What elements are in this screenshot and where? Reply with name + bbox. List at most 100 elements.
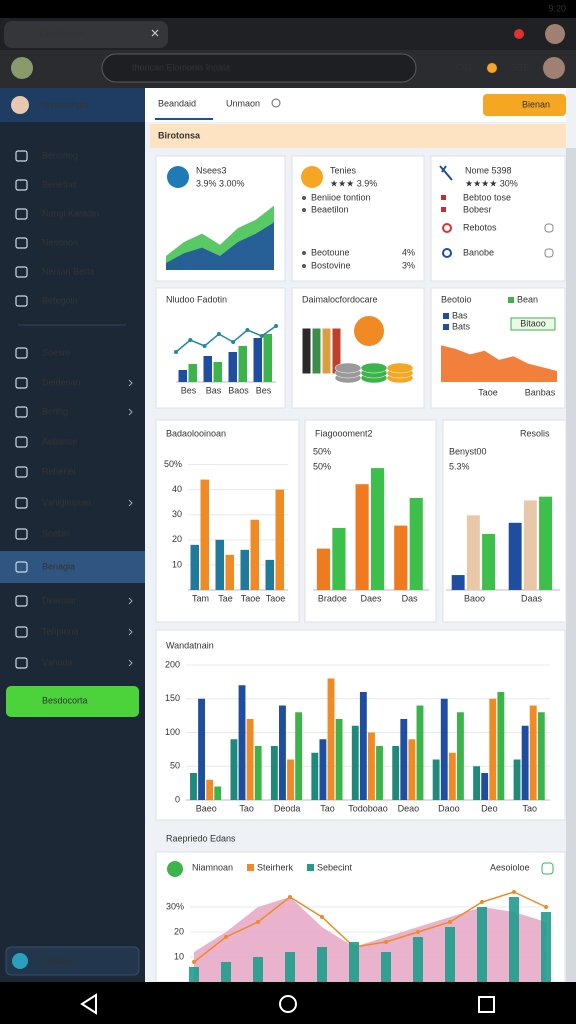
card-title: Nome 5398 [465, 165, 512, 175]
bar [189, 967, 199, 982]
tab-title[interactable]: Elockonoia [40, 28, 84, 38]
bar [368, 732, 375, 800]
nav-back[interactable] [80, 993, 97, 1015]
x-tick-label: Daoo [438, 803, 460, 813]
bar [351, 725, 359, 800]
menu-item[interactable]: Soebin [42, 528, 70, 538]
area [166, 222, 274, 270]
y-tick-label: 10 [174, 951, 184, 961]
x-tick-label: Das [402, 593, 419, 603]
legend-icon [167, 861, 183, 877]
scrollbar [566, 148, 576, 982]
y-tick-label: 0 [175, 794, 180, 804]
bar [376, 746, 383, 800]
menu-item[interactable]: Rehenel [42, 466, 76, 476]
card-subtitle: 3.9% 3.00% [196, 178, 245, 188]
menu-item[interactable]: Soesre [42, 347, 71, 357]
menu-item[interactable]: Betegoin [42, 295, 78, 305]
footer-button-label[interactable]: Benaras [42, 955, 76, 965]
chart-title: Benyst00 [449, 446, 487, 456]
tab-link[interactable]: Unmaon [226, 98, 260, 108]
y-tick-label: 20 [172, 534, 182, 544]
bar [481, 773, 489, 800]
x-tick-label: Tao [239, 803, 254, 813]
chart-title: Resolis [520, 428, 550, 438]
bar [539, 496, 553, 590]
bar [416, 705, 424, 800]
bar [246, 719, 254, 800]
bar [508, 522, 522, 590]
banner-text: Birotonsa [158, 130, 201, 140]
row-action [544, 223, 554, 233]
toolbar-item[interactable]: C01 [456, 62, 473, 72]
url[interactable]: thoncan Elomonis lnoaia [132, 62, 230, 72]
menu-item[interactable]: Benagia [42, 561, 75, 571]
bar [225, 554, 234, 590]
bullet [441, 195, 446, 200]
coin-stack [386, 362, 414, 374]
brand[interactable]: Nenonongia [40, 99, 89, 109]
bar [215, 539, 224, 590]
bar [287, 759, 294, 800]
chart-title: Wandatnain [166, 640, 214, 650]
legend-swatch [307, 864, 314, 871]
status-bar [0, 0, 576, 18]
menu-icon [15, 179, 28, 191]
x-tick-label: Baoo [464, 593, 485, 603]
card-icon [301, 166, 323, 188]
bar [265, 559, 274, 590]
x-tick-label: Deoda [274, 803, 301, 813]
action-button-label[interactable]: Besdocorta [42, 695, 88, 705]
bar [482, 534, 496, 590]
menu-icon [15, 347, 28, 359]
menu-item[interactable]: Vanoda [42, 657, 72, 667]
legend-label: Steirherk [257, 862, 294, 872]
point [512, 890, 516, 894]
row-label: Rebotos [463, 222, 497, 232]
bullet [302, 196, 306, 200]
tab-link[interactable]: Beandaid [158, 98, 196, 108]
bullet [302, 251, 306, 255]
card-line: Beniioe tontion [311, 192, 371, 202]
banner [150, 124, 566, 148]
y-tick-label: 100 [165, 727, 180, 737]
menu-item[interactable]: Benetias [42, 179, 78, 189]
y-tick-label: 30 [172, 509, 182, 519]
point [274, 324, 278, 328]
menu-item[interactable]: Nesonon [42, 237, 78, 247]
bar [509, 897, 519, 982]
address-bar [101, 53, 417, 83]
menu-item[interactable]: Aebanse [42, 436, 78, 446]
x-tick-label: Tae [218, 593, 233, 603]
menu-icon [15, 595, 28, 607]
menu-item[interactable]: Benonog [42, 150, 78, 160]
menu-item[interactable]: Bering [42, 406, 68, 416]
chevron [128, 499, 133, 507]
chevron [128, 408, 133, 416]
bar [541, 912, 551, 982]
menu-item[interactable]: Nenian Berta [42, 266, 95, 276]
area [194, 897, 546, 982]
nav-home[interactable] [279, 995, 297, 1013]
row-label: Banobe [463, 247, 494, 257]
y-tick-label: 150 [165, 693, 180, 703]
active-item [0, 551, 145, 583]
menu-item[interactable]: Tenpiona [42, 626, 79, 636]
point [174, 350, 178, 354]
menu-item[interactable]: Vanigimpian [42, 497, 91, 507]
bar [489, 698, 497, 800]
primary-button-label[interactable]: Bienan [522, 99, 550, 109]
bar [432, 759, 440, 800]
tag-label: Bitaoo [520, 318, 546, 328]
card-title: Nsees3 [196, 165, 227, 175]
sidebar [0, 88, 145, 982]
bar [451, 575, 465, 590]
bar [394, 525, 408, 590]
menu-item[interactable]: Deidenan [42, 377, 81, 387]
avatar [543, 57, 565, 79]
toolbar-item[interactable]: SRE [511, 62, 530, 72]
bar [408, 739, 416, 800]
menu-item[interactable]: Nangi Karadin [42, 208, 99, 218]
bar [279, 705, 286, 800]
menu-item[interactable]: Dkerotar [42, 595, 77, 605]
